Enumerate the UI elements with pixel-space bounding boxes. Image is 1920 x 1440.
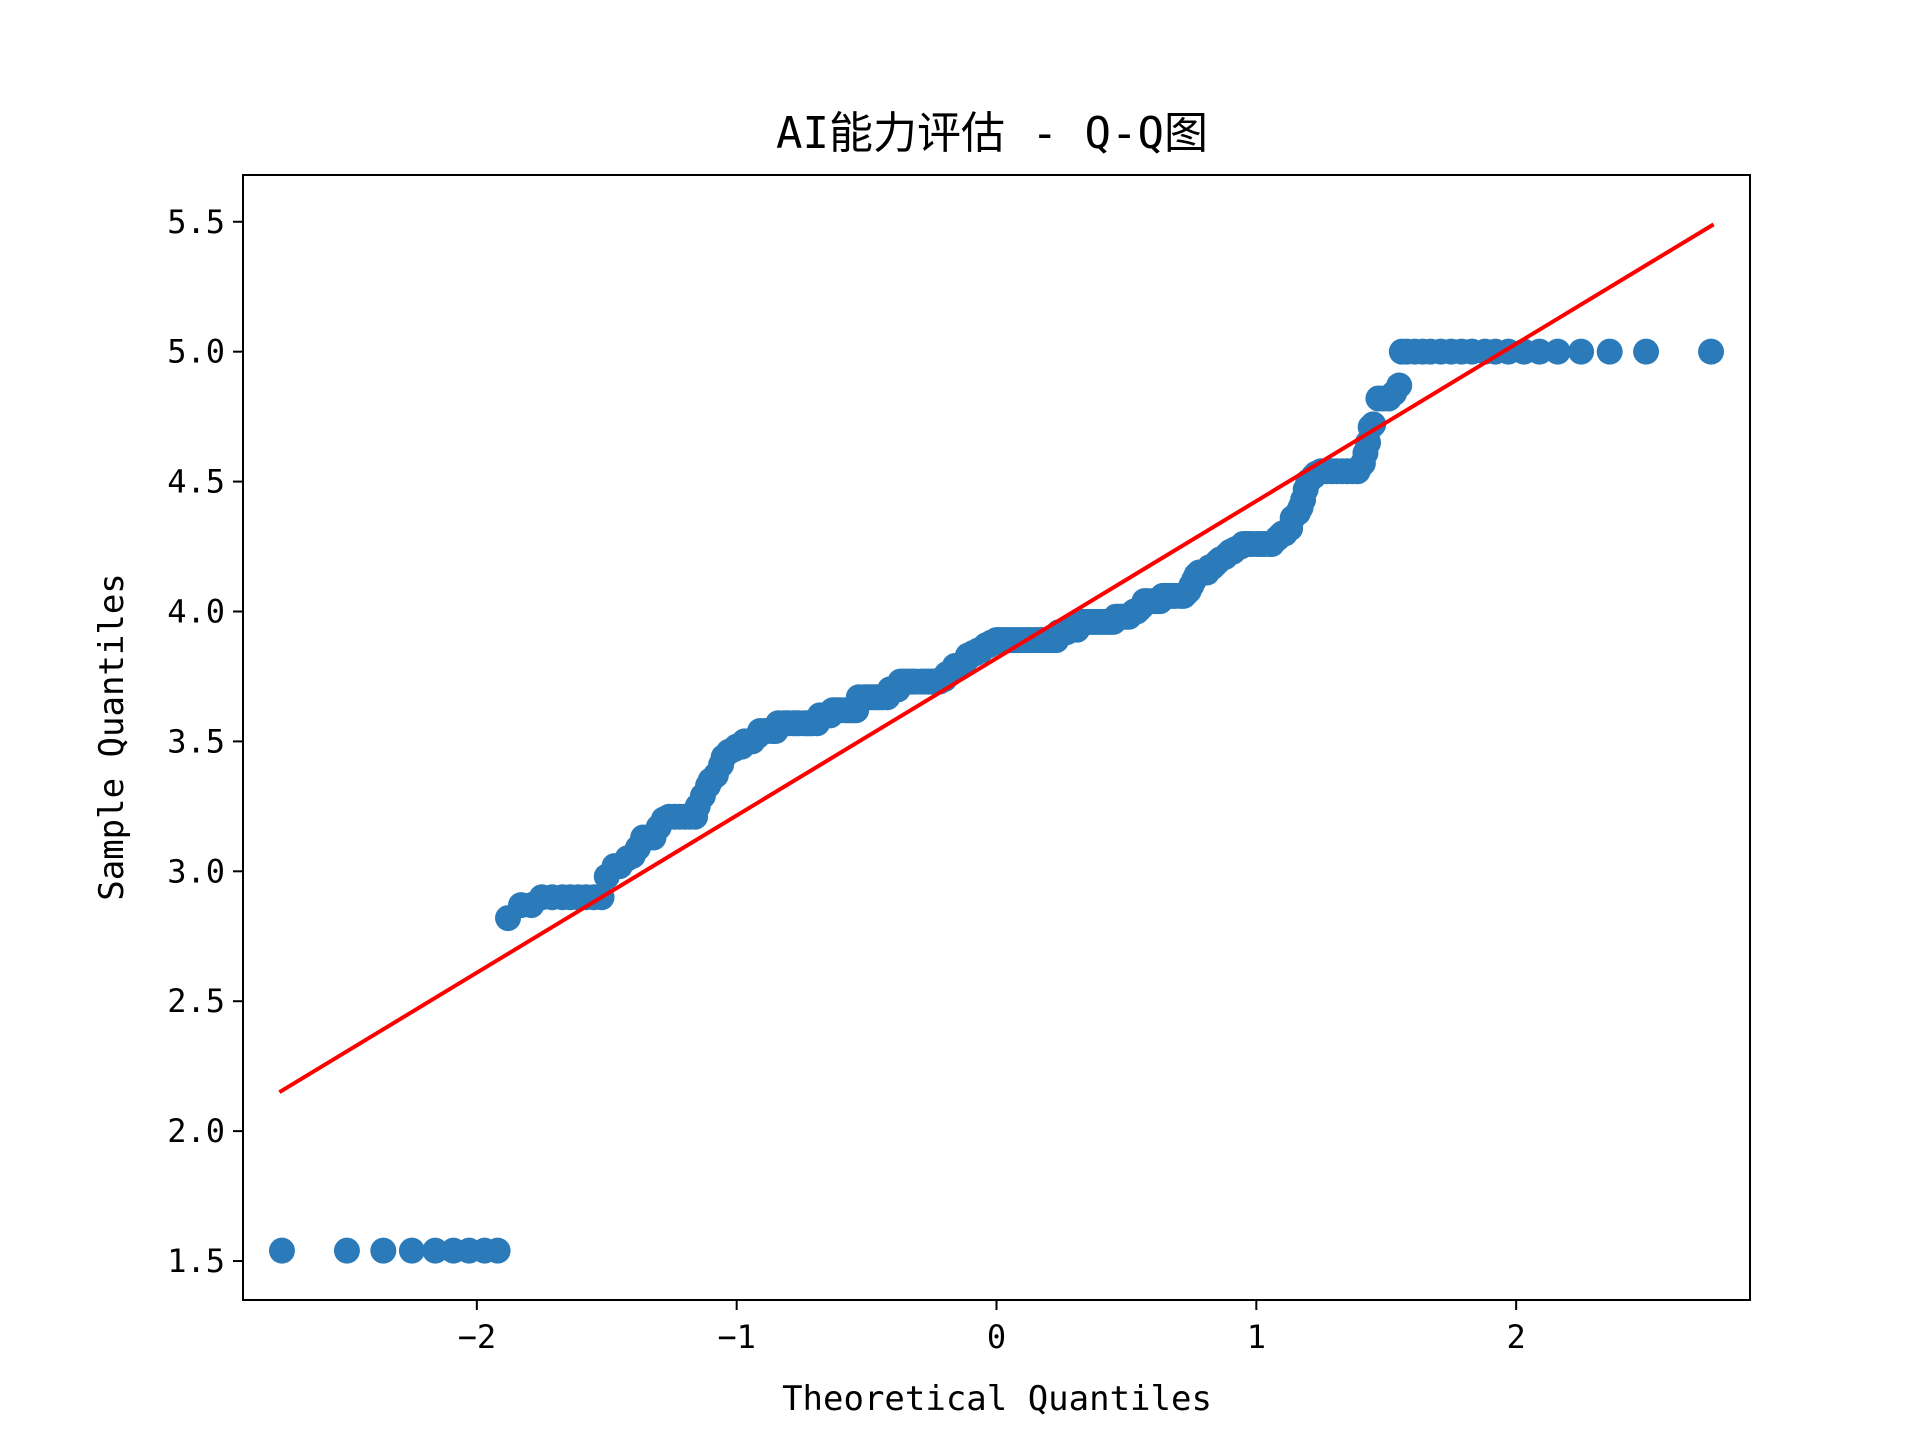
y-axis-ticks: 1.5 2.0 2.5 3.0 3.5 4.0 4.5 5.0 5.5	[167, 203, 243, 1280]
data-point	[484, 1237, 511, 1264]
y-tick-label: 3.0	[167, 852, 225, 890]
data-point	[1596, 338, 1623, 365]
data-point	[422, 1237, 449, 1264]
data-point	[1633, 338, 1660, 365]
y-tick-label: 4.5	[167, 463, 225, 501]
x-axis-ticks: −2 −1 0 1 2	[458, 1300, 1526, 1356]
y-tick-label: 5.5	[167, 203, 225, 241]
y-tick-label: 5.0	[167, 333, 225, 371]
data-point	[333, 1237, 360, 1264]
y-tick-label: 4.0	[167, 592, 225, 630]
y-tick-label: 1.5	[167, 1242, 225, 1280]
data-point	[1544, 338, 1571, 365]
data-point	[370, 1237, 397, 1264]
y-axis-label: Sample Quantiles	[92, 573, 132, 901]
data-point	[398, 1237, 425, 1264]
x-tick-label: 0	[987, 1318, 1006, 1356]
plot-marks	[268, 222, 1725, 1264]
data-point	[1568, 338, 1595, 365]
chart-title: AI能力评估 - Q-Q图	[776, 108, 1208, 159]
y-tick-label: 3.5	[167, 722, 225, 760]
x-tick-label: 1	[1247, 1318, 1266, 1356]
reference-line	[278, 222, 1715, 1094]
data-point	[268, 1237, 295, 1264]
x-tick-label: 2	[1507, 1318, 1526, 1356]
data-point	[1526, 338, 1553, 365]
y-tick-label: 2.0	[167, 1112, 225, 1150]
y-tick-label: 2.5	[167, 982, 225, 1020]
data-point	[1386, 372, 1413, 399]
x-tick-label: −2	[458, 1318, 497, 1356]
data-point	[1698, 338, 1725, 365]
x-tick-label: −1	[717, 1318, 756, 1356]
x-axis-label: Theoretical Quantiles	[782, 1379, 1212, 1419]
data-point	[1360, 411, 1387, 438]
